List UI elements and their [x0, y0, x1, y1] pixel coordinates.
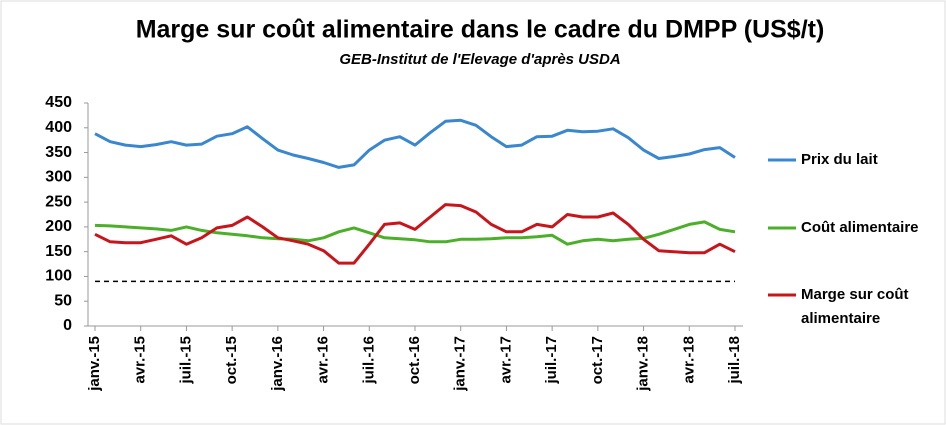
x-tick-label: janv.-17	[452, 336, 469, 392]
x-tick-label: juil.-15	[177, 336, 194, 385]
y-tick-label: 300	[45, 169, 72, 186]
x-tick-label: avr.-18	[680, 336, 697, 384]
x-tick-label: avr.-16	[315, 336, 332, 384]
y-tick-label: 200	[45, 218, 72, 235]
legend-label: Prix du lait	[801, 151, 878, 168]
x-tick-label: juil.-18	[726, 336, 743, 385]
x-tick-label: janv.-18	[635, 336, 652, 392]
y-tick-label: 400	[45, 119, 72, 136]
x-tick-label: janv.-15	[86, 336, 103, 392]
y-tick-label: 50	[54, 292, 72, 309]
series-line	[94, 220, 736, 246]
chart-title: Marge sur coût alimentaire dans le cadre…	[136, 16, 825, 44]
y-tick-label: 100	[45, 268, 72, 285]
series-line	[94, 203, 736, 265]
x-tick-label: oct.-16	[406, 336, 423, 384]
series-line	[94, 118, 736, 169]
y-tick-label: 350	[45, 144, 72, 161]
legend-label: Coût alimentaire	[801, 219, 919, 236]
x-tick-label: avr.-17	[497, 336, 514, 384]
x-tick-label: janv.-16	[269, 336, 286, 392]
y-tick-label: 450	[45, 94, 72, 111]
x-tick-label: oct.-15	[223, 336, 240, 384]
x-tick-label: oct.-17	[589, 336, 606, 384]
y-tick-label: 0	[63, 317, 72, 334]
chart-subtitle: GEB-Institut de l'Elevage d'après USDA	[339, 51, 620, 68]
x-tick-label: avr.-15	[132, 336, 149, 384]
legend-label: Marge sur coût alimentaire	[801, 286, 909, 327]
x-tick-label: juil.-17	[543, 336, 560, 385]
y-tick-label: 250	[45, 193, 72, 210]
y-tick-label: 150	[45, 243, 72, 260]
x-tick-label: juil.-16	[360, 336, 377, 385]
